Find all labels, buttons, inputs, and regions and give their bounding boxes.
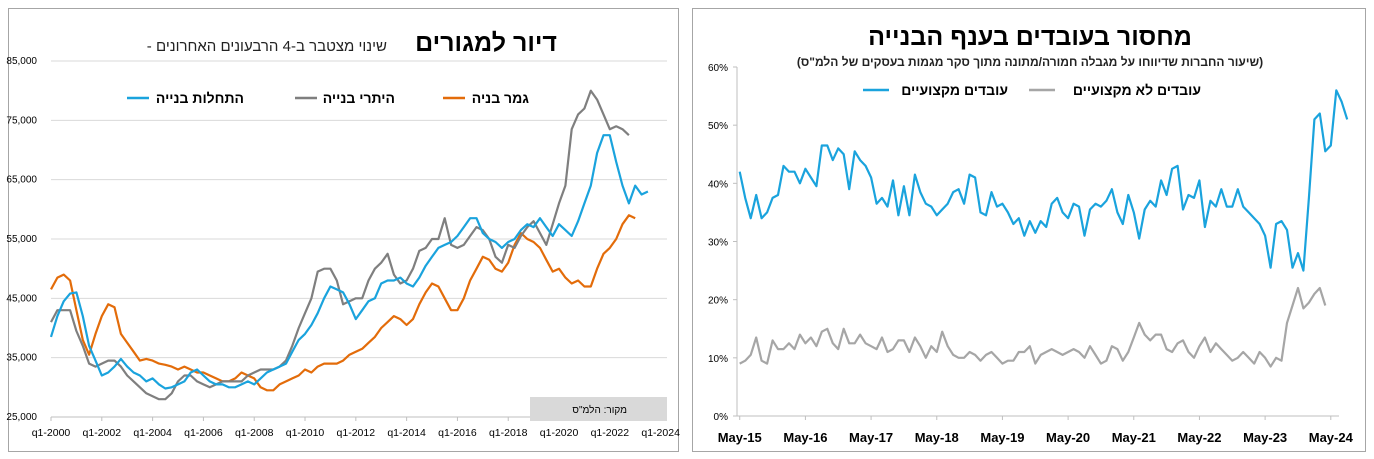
x-tick-label: q1-2002 [83,427,122,439]
y-tick-label: 60% [708,63,728,74]
x-tick-label: q1-2010 [286,427,325,439]
y-tick-label: 40% [708,179,728,190]
x-tick-label: q1-2022 [591,427,630,439]
y-axis: 25,000 35,000 45,000 55,000 65,000 75,000 85,0… [6,56,37,423]
labor-shortage-chart: מחסור בעובדים בענף הבנייה (שיעור החברות … [708,23,1354,445]
source-note: מקור: הלמ"ס [572,404,627,416]
x-tick-label: May-19 [980,430,1024,445]
x-tick-label: May-17 [849,430,893,445]
x-tick-label: May-22 [1177,430,1221,445]
x-tick-label: q1-2016 [438,427,477,439]
y-tick-label: 25,000 [6,412,37,423]
series-line [50,214,636,392]
y-tick-label: 10% [708,354,728,365]
chart-subtitle: - שינוי מצטבר ב-4 הרבעונים האחרונים [147,38,387,55]
legend-label-permits: היתרי בנייה [323,90,395,106]
series-line [50,89,630,401]
legend-label-completions: גמר בניה [472,90,530,106]
x-tick-label: May-21 [1112,430,1156,445]
x-tick-label: q1-2006 [184,427,223,439]
y-tick-label: 45,000 [6,293,37,304]
plot-lines [49,89,649,401]
y-tick-label: 75,000 [6,115,37,126]
x-tick-label: q1-2020 [540,427,579,439]
x-tick-label: q1-2008 [235,427,274,439]
series-line [49,134,649,390]
chart-panel-labor: מחסור בעובדים בענף הבנייה (שיעור החברות … [692,8,1366,452]
chart-panel-housing: דיור למגורים - שינוי מצטבר ב-4 הרבעונים … [6,8,680,452]
legend: עובדים מקצועיים עובדים לא מקצועיים [863,82,1201,98]
legend-label-skilled: עובדים מקצועיים [901,82,1008,98]
x-tick-label: q1-2004 [133,427,172,439]
y-tick-label: 20% [708,296,728,307]
chart-subtitle: (שיעור החברות שדיווחו על מגבלה חמורה/מתו… [797,55,1263,69]
series-line [739,286,1327,368]
housing-chart: דיור למגורים - שינוי מצטבר ב-4 הרבעונים … [6,29,680,439]
x-tick-label: May-24 [1309,430,1354,445]
x-tick-label: q1-2018 [489,427,528,439]
y-tick-label: 55,000 [6,234,37,245]
x-tick-label: May-15 [718,430,762,445]
y-tick-label: 65,000 [6,175,37,186]
y-tick-label: 30% [708,238,728,249]
y-gridlines [51,60,667,418]
chart-title: דיור למגורים [415,29,557,57]
x-tick-label: q1-2024 [641,427,680,439]
legend-label-starts: התחלות בנייה [156,90,244,106]
x-tick-label: May-23 [1243,430,1287,445]
series-line [738,89,1349,272]
x-tick-label: May-18 [915,430,959,445]
x-tick-label: q1-2012 [337,427,376,439]
y-axis: 0% 10% 20% 30% 40% 50% 60% [708,63,738,423]
y-tick-label: 85,000 [6,56,37,67]
x-axis: q1-2000 q1-2002 q1-2004 q1-2006 q1-2008 q1-20… [32,416,680,439]
chart-title: מחסור בעובדים בענף הבנייה [868,23,1192,51]
source-box [530,397,667,421]
y-tick-label: 50% [708,121,728,132]
legend-label-unskilled: עובדים לא מקצועיים [1073,82,1201,98]
y-tick-label: 35,000 [6,353,37,364]
x-tick-label: May-16 [783,430,827,445]
x-tick-label: q1-2014 [387,427,426,439]
legend: התחלות בנייה היתרי בנייה גמר בניה [127,90,529,106]
y-tick-label: 0% [714,412,729,423]
x-tick-label: q1-2000 [32,427,71,439]
x-tick-label: May-20 [1046,430,1090,445]
plot-lines [738,89,1349,368]
x-axis: May-15 May-16 May-17 May-18 May-19 May-20 May-… [718,415,1354,445]
